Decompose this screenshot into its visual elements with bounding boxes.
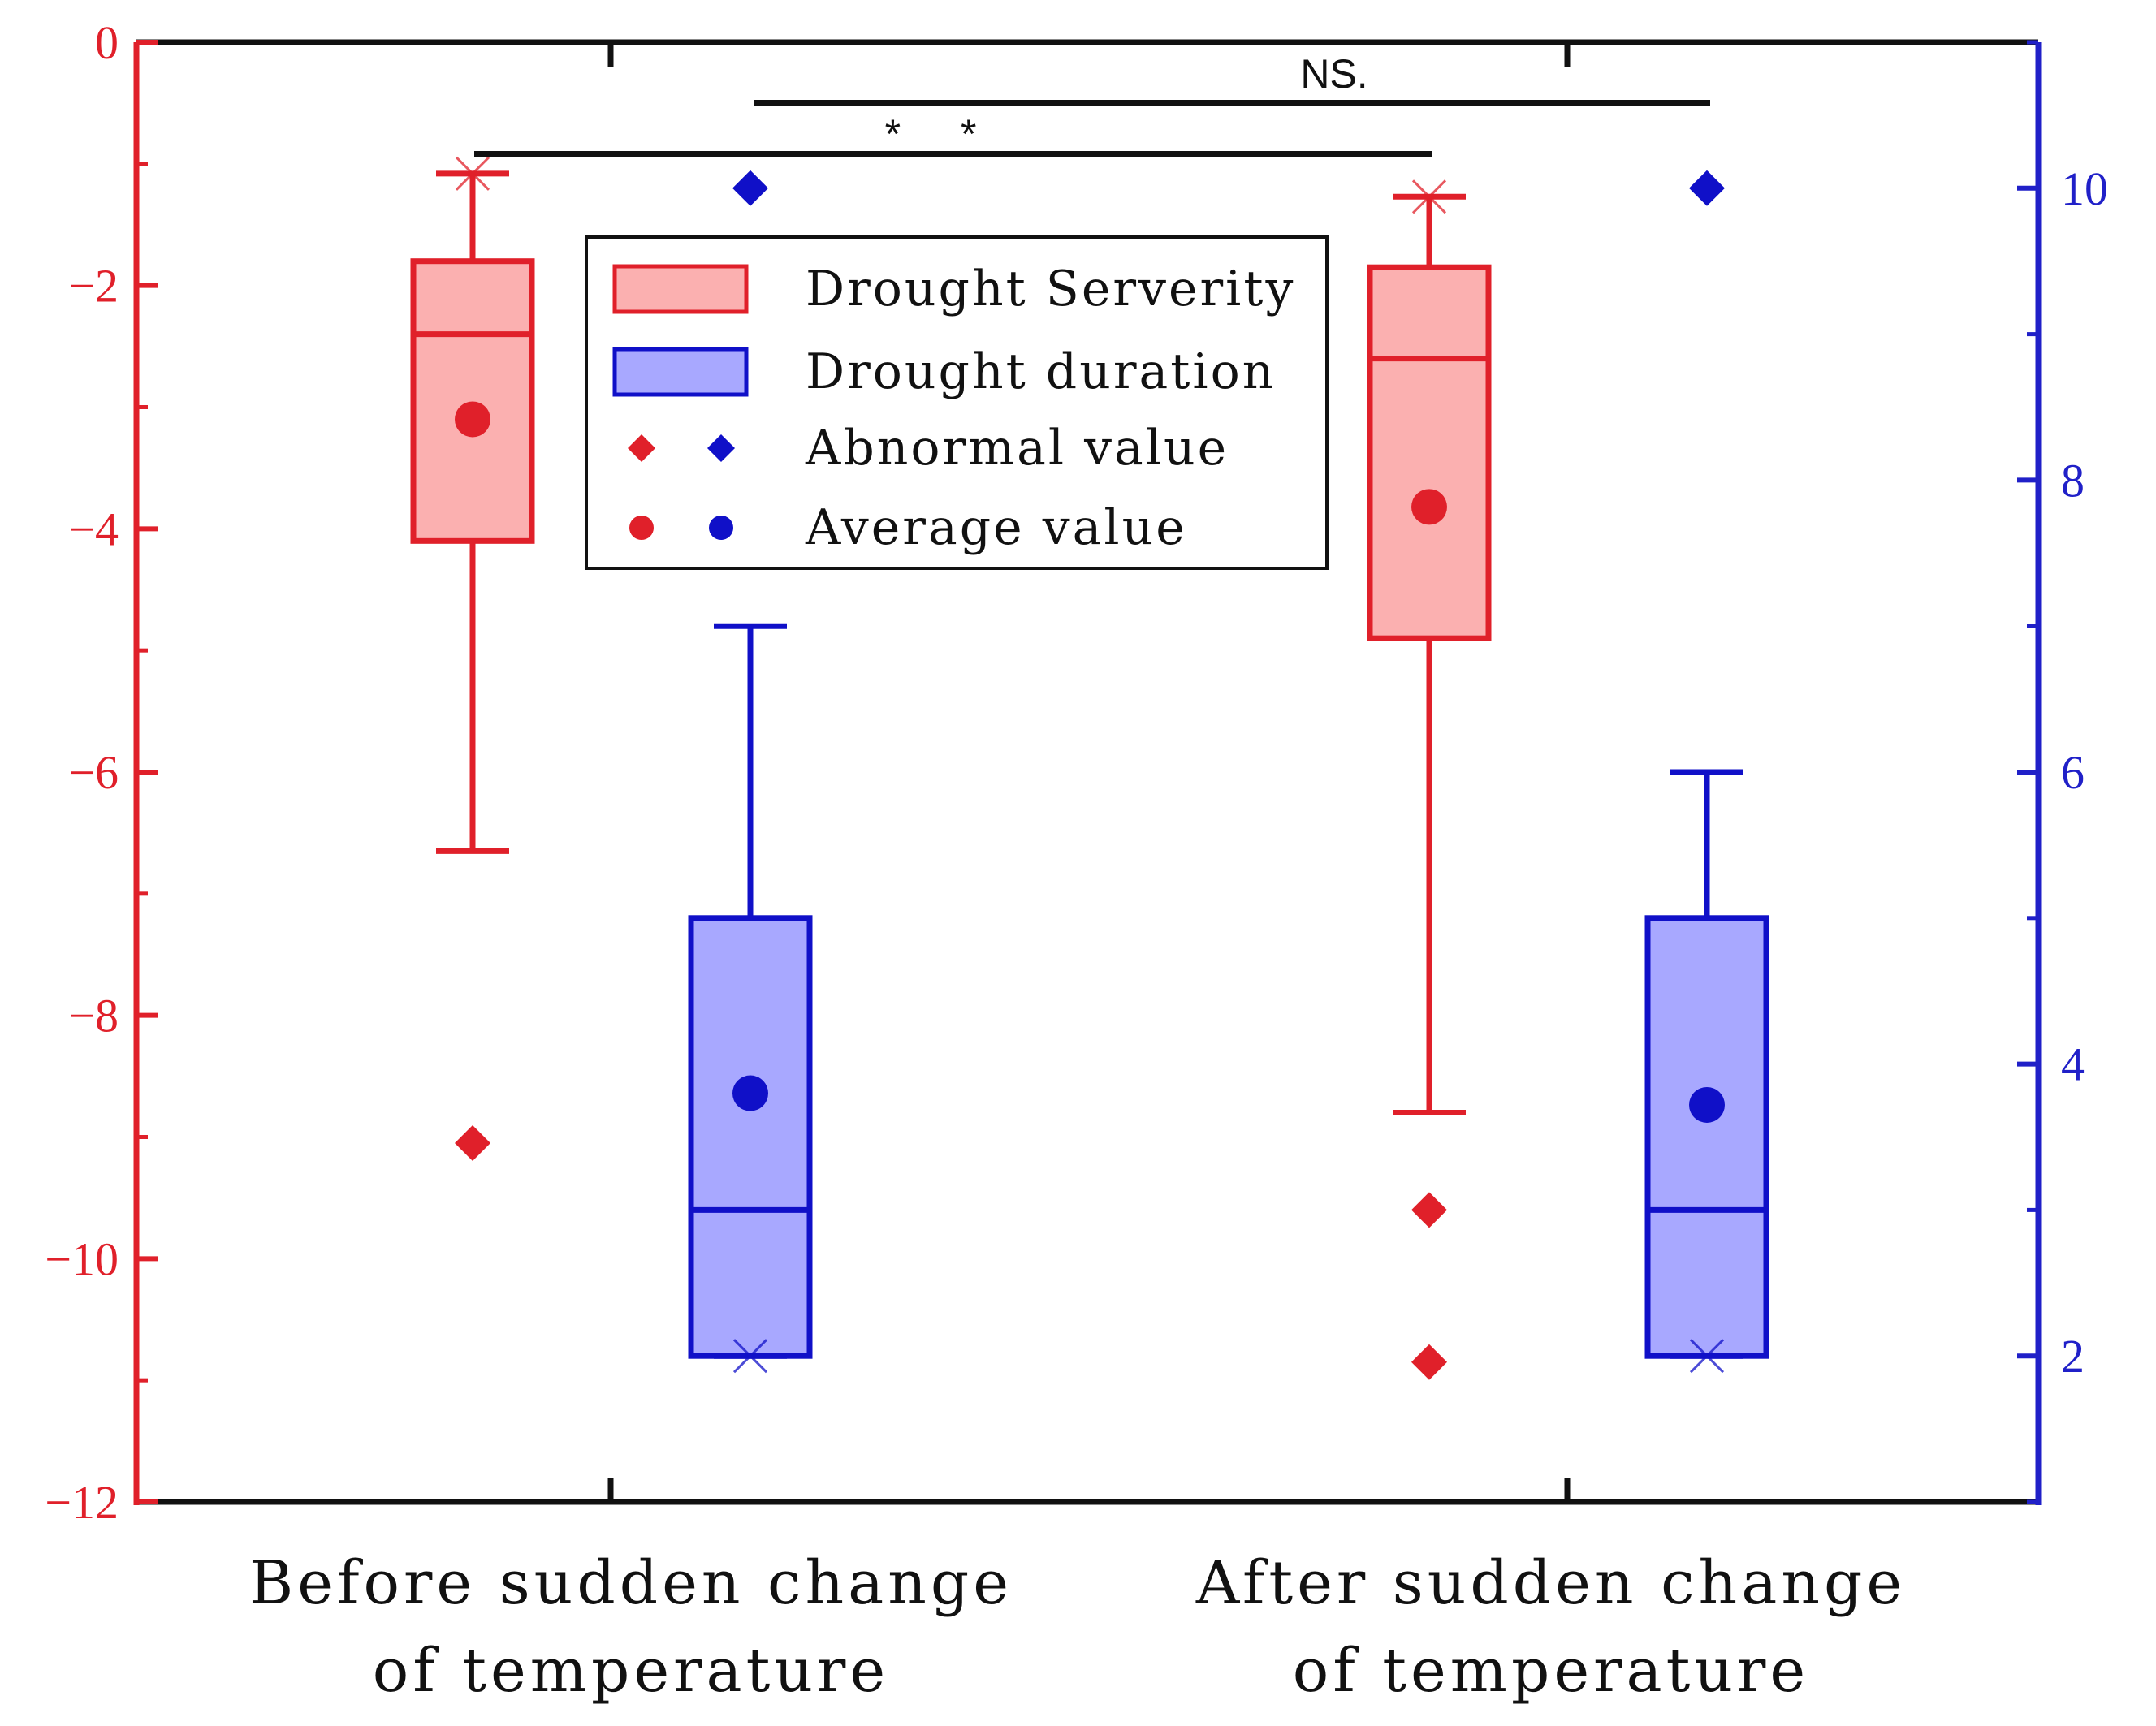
outlier-diamond (1411, 1344, 1447, 1380)
category-label: of temperature (1293, 1636, 1809, 1706)
legend-label: Average value (805, 499, 1187, 556)
left-tick-label: −8 (68, 990, 119, 1042)
category-label: Before sudden change (249, 1548, 1013, 1618)
iqr-box (688, 915, 813, 1359)
extreme-x-mark (1411, 179, 1447, 214)
legend-diamond-red (628, 434, 655, 462)
outlier-diamond (455, 1124, 490, 1161)
extreme-x-mark (732, 1339, 768, 1374)
iqr-box (410, 258, 535, 544)
right-tick-label: 10 (2061, 162, 2108, 215)
right-tick-label: 2 (2061, 1330, 2085, 1383)
left-tick-label: −2 (68, 260, 119, 313)
left-tick-label: −10 (45, 1232, 119, 1285)
outlier-diamond (1411, 1192, 1447, 1228)
mean-dot (1689, 1086, 1725, 1123)
box-1-1 (1644, 170, 1769, 1374)
category-label: After sudden change (1195, 1548, 1906, 1618)
box-0-1 (1367, 179, 1492, 1380)
box-0-0 (410, 156, 535, 1161)
legend-swatch-box (612, 347, 749, 397)
outlier-diamond (732, 170, 768, 206)
right-tick-label: 8 (2061, 454, 2085, 507)
mean-dot (455, 401, 490, 438)
right-tick-label: 4 (2061, 1038, 2085, 1091)
box-1-0 (688, 170, 813, 1374)
left-tick-label: 0 (95, 16, 119, 69)
right-tick-label: 6 (2061, 746, 2085, 799)
extreme-x-mark (455, 156, 490, 191)
sig-label-severity: * * (885, 111, 1001, 157)
category-label: of temperature (373, 1636, 889, 1706)
left-tick-label: −4 (68, 503, 119, 555)
legend-label: Drought Serverity (806, 261, 1295, 317)
legend-dot-blue (709, 516, 733, 540)
outlier-diamond (1689, 170, 1725, 206)
legend-label: Drought duration (806, 343, 1276, 400)
iqr-box (1644, 915, 1769, 1359)
iqr-box (1367, 264, 1492, 641)
left-tick-label: −12 (45, 1476, 119, 1529)
mean-dot (732, 1075, 768, 1111)
legend-diamond-blue (707, 434, 735, 462)
legend-swatch-box (612, 264, 749, 314)
extreme-x-mark (1689, 1339, 1725, 1374)
mean-dot (1411, 489, 1447, 525)
sig-label-duration: NS. (1300, 51, 1367, 97)
left-tick-label: −6 (68, 746, 119, 799)
legend-dot-red (629, 516, 654, 540)
legend-label: Abnormal value (805, 420, 1229, 477)
